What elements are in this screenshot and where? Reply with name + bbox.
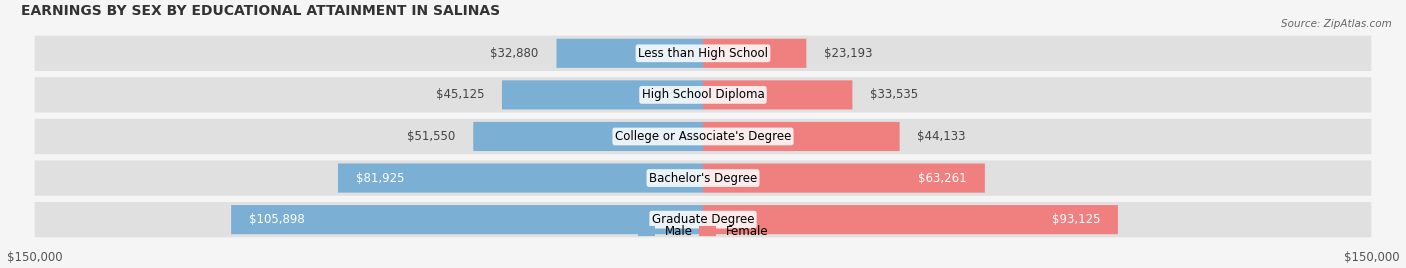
Text: $45,125: $45,125 xyxy=(436,88,484,101)
Text: $93,125: $93,125 xyxy=(1052,213,1099,226)
Text: Graduate Degree: Graduate Degree xyxy=(652,213,754,226)
Text: $44,133: $44,133 xyxy=(918,130,966,143)
FancyBboxPatch shape xyxy=(35,119,1371,154)
FancyBboxPatch shape xyxy=(231,205,703,234)
Text: $32,880: $32,880 xyxy=(491,47,538,60)
FancyBboxPatch shape xyxy=(35,202,1371,237)
Text: Bachelor's Degree: Bachelor's Degree xyxy=(650,172,756,185)
FancyBboxPatch shape xyxy=(337,163,703,193)
FancyBboxPatch shape xyxy=(703,122,900,151)
Text: EARNINGS BY SEX BY EDUCATIONAL ATTAINMENT IN SALINAS: EARNINGS BY SEX BY EDUCATIONAL ATTAINMEN… xyxy=(21,4,501,18)
Text: High School Diploma: High School Diploma xyxy=(641,88,765,101)
Legend: Male, Female: Male, Female xyxy=(633,221,773,243)
Text: $51,550: $51,550 xyxy=(408,130,456,143)
FancyBboxPatch shape xyxy=(35,77,1371,113)
FancyBboxPatch shape xyxy=(703,205,1118,234)
Text: $81,925: $81,925 xyxy=(356,172,405,185)
FancyBboxPatch shape xyxy=(502,80,703,109)
FancyBboxPatch shape xyxy=(474,122,703,151)
FancyBboxPatch shape xyxy=(35,160,1371,196)
FancyBboxPatch shape xyxy=(703,39,806,68)
Text: $105,898: $105,898 xyxy=(249,213,305,226)
Text: College or Associate's Degree: College or Associate's Degree xyxy=(614,130,792,143)
FancyBboxPatch shape xyxy=(703,163,984,193)
FancyBboxPatch shape xyxy=(703,80,852,109)
Text: $23,193: $23,193 xyxy=(824,47,873,60)
Text: $33,535: $33,535 xyxy=(870,88,918,101)
Text: $63,261: $63,261 xyxy=(918,172,967,185)
Text: Source: ZipAtlas.com: Source: ZipAtlas.com xyxy=(1281,19,1392,29)
FancyBboxPatch shape xyxy=(557,39,703,68)
Text: Less than High School: Less than High School xyxy=(638,47,768,60)
FancyBboxPatch shape xyxy=(35,36,1371,71)
